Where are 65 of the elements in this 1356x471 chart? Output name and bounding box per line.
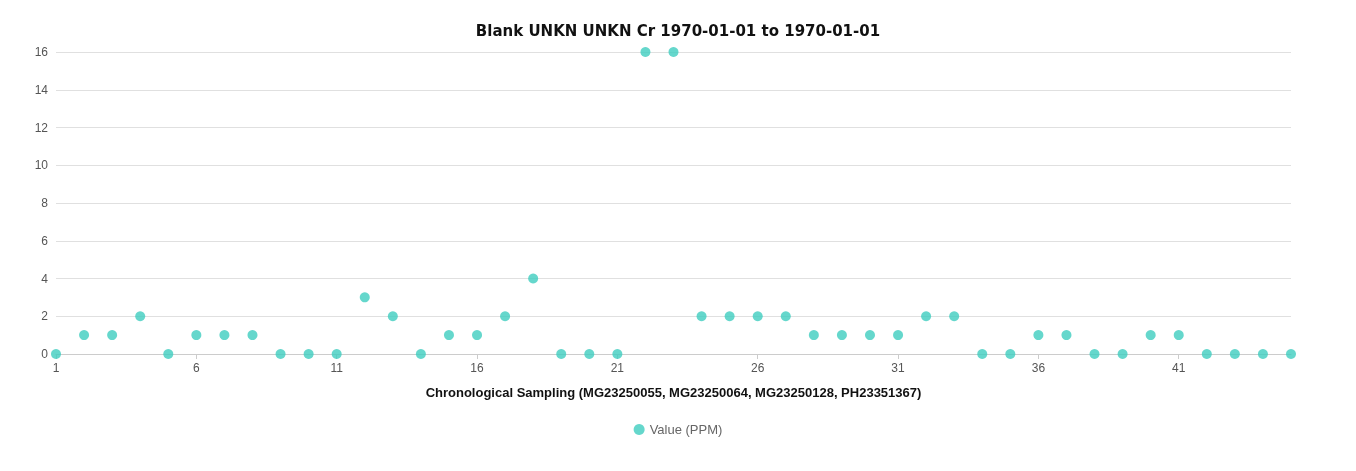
point (1257, 349, 1268, 359)
point (1005, 349, 1016, 359)
x-tick-label: 16 (470, 361, 485, 375)
y-tick-label: 10 (34, 158, 49, 173)
x-tick-label: 1 (52, 361, 60, 375)
y-tick-label: 0 (41, 347, 49, 361)
y-tick-label: 4 (41, 271, 49, 286)
point (752, 311, 763, 322)
point (191, 330, 202, 341)
point (303, 349, 314, 359)
point (500, 311, 511, 322)
point (415, 349, 426, 359)
point (247, 330, 258, 341)
point (893, 330, 904, 341)
point (1033, 330, 1044, 341)
y-tick-label: 14 (34, 82, 49, 97)
point (612, 349, 623, 359)
point (724, 311, 735, 322)
x-tick-label: 21 (610, 361, 625, 375)
point (107, 330, 118, 341)
point (836, 330, 847, 341)
point (79, 330, 90, 341)
x-tick-label: 26 (751, 361, 765, 375)
point (1173, 330, 1184, 341)
point (472, 330, 483, 341)
point (1089, 349, 1100, 359)
point (331, 349, 342, 359)
point (1229, 349, 1240, 359)
point (1201, 349, 1212, 359)
x-tick-label: 31 (891, 361, 906, 375)
point (977, 349, 988, 359)
y-tick-label: 16 (34, 45, 49, 59)
x-tick-label: 36 (1031, 361, 1046, 375)
point (219, 330, 230, 341)
x-tick-label: 41 (1172, 361, 1186, 375)
point (1145, 330, 1156, 341)
point (921, 311, 932, 322)
x-tick-label: 11 (330, 361, 344, 375)
point (640, 47, 651, 57)
legend-label: Value (PPM) (649, 422, 723, 437)
x-tick-label: 6 (193, 361, 200, 375)
point (1286, 349, 1296, 359)
chart-title: Blank UNKN UNKN Cr 1970-01-01 to 1970-01-01 (475, 21, 881, 40)
point (584, 349, 595, 359)
point (387, 311, 398, 322)
point (949, 311, 960, 322)
point (528, 273, 539, 284)
point (556, 349, 567, 359)
point (808, 330, 819, 341)
x-axis-title: Chronological Sampling (MG23250055, MG23250064, MG23250128, PH23351367) (425, 385, 922, 400)
point (668, 47, 679, 57)
y-tick-label: 12 (34, 120, 49, 135)
y-tick-label: 8 (41, 196, 49, 210)
point (1061, 330, 1072, 341)
point (359, 292, 370, 303)
y-tick-label: 6 (41, 233, 49, 248)
point (696, 311, 707, 322)
y-tick-label: 2 (41, 309, 49, 324)
point (780, 311, 791, 322)
point (275, 349, 286, 359)
point (443, 330, 454, 341)
point (163, 349, 174, 359)
point (135, 311, 146, 322)
point (864, 330, 875, 341)
point (1117, 349, 1128, 359)
